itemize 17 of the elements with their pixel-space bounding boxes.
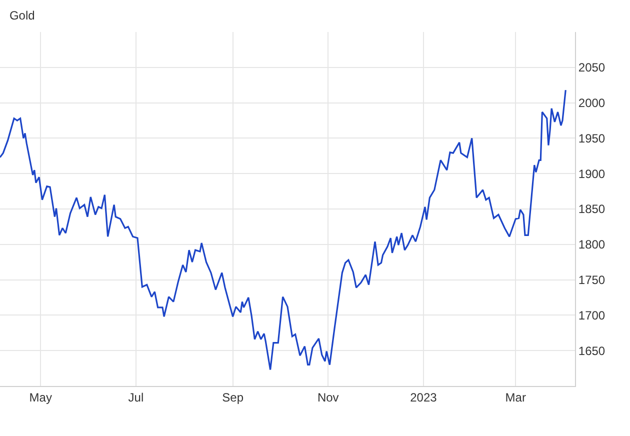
y-tick-label: 1950: [578, 131, 606, 146]
x-tick-label: 2023: [410, 390, 438, 404]
y-tick-label: 2000: [578, 96, 606, 110]
y-tick-label: 2050: [578, 60, 606, 75]
y-tick-label: 1850: [578, 202, 606, 216]
x-tick-label: Mar: [505, 390, 526, 404]
y-tick-label: 1750: [578, 273, 606, 287]
x-tick-label: Nov: [317, 390, 339, 404]
y-tick-label: 1650: [578, 344, 606, 358]
y-tick-label: 1800: [578, 238, 606, 252]
line-series: [0, 89, 566, 371]
x-tick-label: Jul: [128, 390, 144, 404]
x-tick-label: May: [29, 390, 52, 404]
x-tick-label: Sep: [222, 390, 244, 404]
chart-title: Gold: [9, 8, 35, 22]
y-tick-label: 1900: [578, 166, 606, 181]
y-tick-label: 1700: [578, 308, 606, 322]
